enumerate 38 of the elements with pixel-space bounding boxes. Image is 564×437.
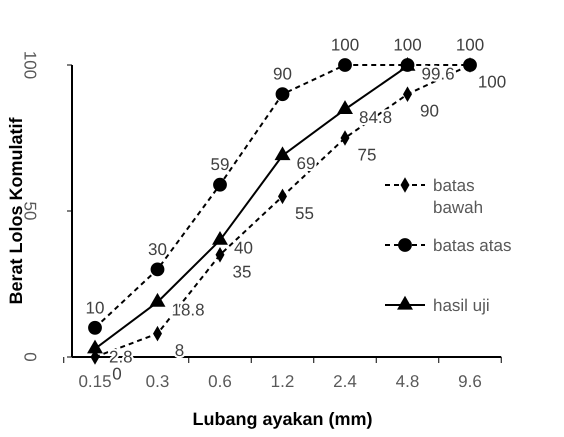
x-tick-label: 0.3 [146,372,170,391]
data-label: 0 [112,364,122,384]
x-tick-label: 9.6 [458,372,482,391]
data-label: 75 [358,146,376,164]
data-label: 90 [273,64,292,84]
point [276,87,290,102]
data-label: 10 [86,298,104,318]
y-tick-label: 100 [20,50,40,80]
data-label: 35 [232,262,252,282]
data-label: 18.8 [172,300,205,320]
legend-label: hasil uji [433,296,490,314]
point [338,58,352,72]
data-label: 69 [296,154,316,174]
legend-label: batas atas [433,236,512,254]
data-label: 84.8 [359,108,392,127]
data-label: 8 [174,341,184,360]
data-label: 55 [295,204,314,223]
x-tick-label: 1.2 [270,372,294,391]
x-tick-label: 2.4 [333,372,357,391]
data-label: 40 [234,238,253,258]
x-tick-label: 4.8 [396,372,420,391]
data-label: 100 [478,72,506,92]
data-label: 100 [393,36,422,54]
data-label: 99.6 [422,64,455,84]
x-axis-title: Lubang ayakan (mm) [192,409,373,429]
point [150,262,164,276]
data-label: 59 [210,155,230,174]
data-label: 90 [420,102,439,121]
x-tick-label: 0.6 [208,372,232,391]
y-tick-label: 0 [20,352,40,362]
point [88,320,102,335]
point [213,178,227,192]
legend-label: batas bawah [433,176,484,216]
x-tick-label: 0.15 [78,372,112,391]
data-label: 100 [330,36,360,54]
data-label: 100 [456,36,484,54]
point [463,58,477,72]
data-label: 30 [148,240,167,259]
